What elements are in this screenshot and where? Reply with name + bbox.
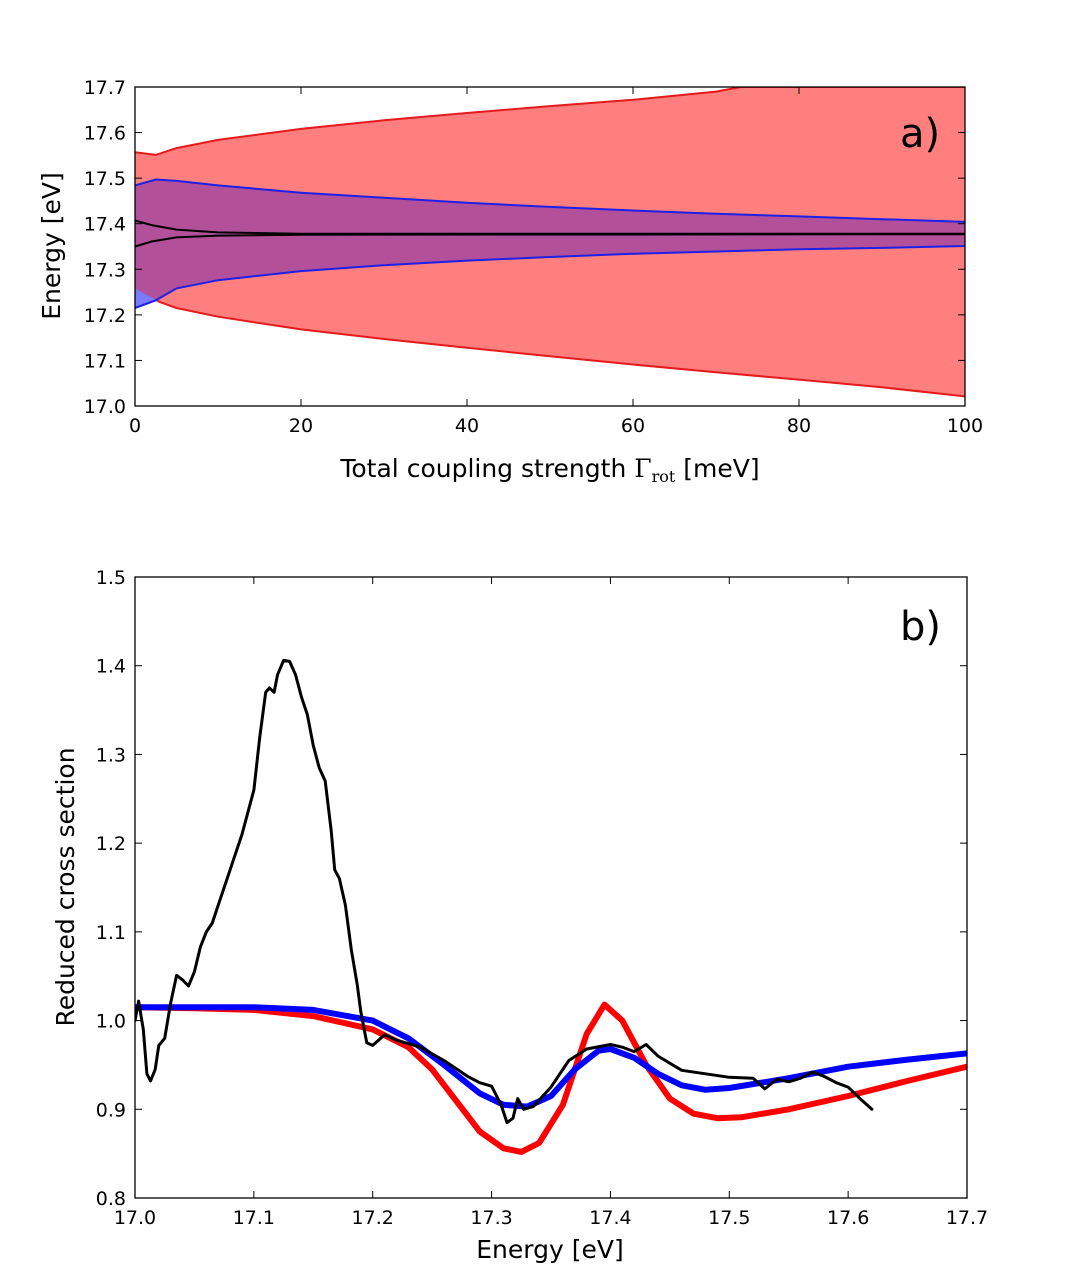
panel-a-y-tick-label: 17.2 [84,305,126,327]
panel-a-x-tick-label: 40 [455,415,479,437]
panel-a-x-tick-label: 80 [787,415,811,437]
panel-b-y-axis-label: Reduced cross section [51,747,80,1026]
panel-b-plot-area [135,658,967,1155]
panel-a-ticks: 0 20 40 60 80 100 17.0 17.1 17.2 17.3 17.4 17.5 17.6… [84,77,983,437]
panel-b-x-tick-label: 17.4 [589,1207,631,1229]
panel-a-y-tick-label: 17.7 [84,77,126,99]
panel-b-y-tick-label: 0.9 [96,1099,126,1121]
band-0-upper-edge [135,87,965,156]
panel-b-y-tick-label: 1.3 [96,744,126,766]
panel-a-plot-area [135,87,965,398]
band-1-upper-edge [135,178,965,223]
panel-b-x-tick-label: 17.2 [352,1207,394,1229]
panel-a-y-axis-label: Energy [eV] [37,172,66,319]
panel-b-x-tick-label: 17.1 [233,1207,275,1229]
panel-b-y-tick-label: 1.0 [96,1011,126,1033]
band-1-lower-edge [135,245,965,309]
panel-a-y-tick-label: 17.3 [84,259,126,281]
panel-a-y-tick-label: 17.5 [84,168,126,190]
panel-a-y-tick-label: 17.4 [84,214,126,236]
panel-b-x-axis-label: Energy [eV] [476,1235,623,1264]
panel-a-energy-vs-coupling: 0 20 40 60 80 100 17.0 17.1 17.2 17.3 17.4 17.5 17.6… [37,77,983,486]
panel-b-ticks: 17.0 17.1 17.2 17.3 17.4 17.5 17.6 17.7 0.8 0.9 1.… [96,567,988,1229]
band-1-underlap [135,288,160,309]
panel-b-y-tick-label: 1.4 [96,656,126,678]
panel-b-x-tick-label: 17.5 [708,1207,750,1229]
panel-b-x-tick-label: 17.3 [470,1207,512,1229]
series-2-line [135,1004,967,1110]
panel-b-y-tick-label: 1.2 [96,833,126,855]
panel-a-y-tick-label: 17.0 [84,396,126,418]
panel-a-x-tick-label: 20 [289,415,313,437]
band-1-fill [135,179,965,308]
panel-b-x-tick-label: 17.0 [114,1207,156,1229]
series-0-line [135,658,874,1125]
panel-b-y-tick-label: 1.5 [96,567,126,589]
panel-a-x-tick-label: 60 [621,415,645,437]
center-line-1 [135,233,965,248]
panel-b-reduced-cross-section: 17.0 17.1 17.2 17.3 17.4 17.5 17.6 17.7 0.8 0.9 1.… [51,567,988,1264]
panel-b-frame [134,576,968,1199]
panel-b-y-tick-label: 1.1 [96,922,126,944]
panel-b-x-tick-label: 17.6 [827,1207,869,1229]
panel-b-label: b) [900,604,941,650]
panel-b-x-tick-label: 17.7 [946,1207,988,1229]
panel-a-frame [134,86,966,407]
panel-a-x-tick-label: 0 [129,415,141,437]
series-1-line [135,1001,967,1155]
panel-a-x-tick-label: 100 [947,415,983,437]
panel-a-y-tick-label: 17.1 [84,350,126,372]
panel-a-y-tick-label: 17.6 [84,123,126,145]
panel-a-x-axis-label: Total coupling strength Γrot [meV] [339,454,759,486]
panel-b-y-tick-label: 0.8 [96,1188,126,1210]
band-0-lower-edge [135,287,965,398]
panel-a-label: a) [900,111,940,157]
